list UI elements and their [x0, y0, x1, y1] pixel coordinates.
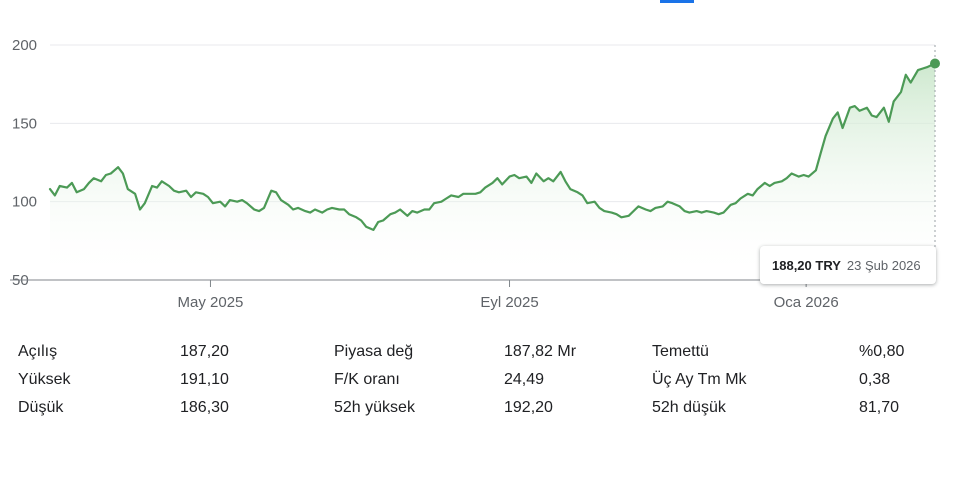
stat-value-pe-ratio: 24,49 — [504, 371, 545, 388]
stat-value-market-cap: 187,82 Mr — [504, 343, 577, 360]
stat-label-52w-high: 52h yüksek — [334, 399, 415, 416]
key-stats-table: Açılış 187,20 Piyasa değ 187,82 Mr Temet… — [18, 341, 938, 425]
stats-row-1: Açılış 187,20 Piyasa değ 187,82 Mr Temet… — [18, 341, 938, 369]
stat-value-high: 191,10 — [180, 371, 229, 388]
stat-value-52w-high: 192,20 — [504, 399, 553, 416]
stat-label-pe-ratio: F/K oranı — [334, 371, 400, 388]
x-tick-label: Oca 2026 — [774, 294, 839, 311]
x-tick-label: May 2025 — [178, 294, 244, 311]
stats-row-3: Düşük 186,30 52h yüksek 192,20 52h düşük… — [18, 397, 938, 425]
y-tick-label: 200 — [12, 37, 37, 54]
stat-value-quarterly-dividend: 0,38 — [859, 371, 891, 388]
stat-value-52w-low: 81,70 — [859, 399, 900, 416]
selected-range-indicator — [660, 0, 694, 3]
stat-label-quarterly-dividend: Üç Ay Tm Mk — [652, 371, 747, 388]
stat-value-open: 187,20 — [180, 343, 229, 360]
stat-value-dividend: %0,80 — [859, 343, 905, 360]
hover-point — [930, 58, 940, 69]
stat-label-market-cap: Piyasa değ — [334, 343, 414, 360]
stat-label-open: Açılış — [18, 343, 58, 360]
stat-label-dividend: Temettü — [652, 343, 709, 360]
stat-label-52w-low: 52h düşük — [652, 399, 726, 416]
stat-label-high: Yüksek — [18, 371, 71, 388]
stats-row-2: Yüksek 191,10 F/K oranı 24,49 Üç Ay Tm M… — [18, 369, 938, 397]
price-line — [48, 62, 937, 231]
stat-label-low: Düşük — [18, 399, 64, 416]
tooltip-date: 23 Şub 2026 — [846, 257, 921, 273]
stat-value-low: 186,30 — [180, 399, 229, 416]
price-tooltip: 188,20 TRY 23 Şub 2026 — [760, 246, 936, 284]
tooltip-price: 188,20 TRY — [772, 257, 841, 273]
y-tick-label: 150 — [12, 115, 37, 132]
y-tick-label: 100 — [12, 194, 37, 211]
x-tick-label: Eyl 2025 — [480, 294, 538, 311]
price-area-fill — [50, 63, 935, 280]
